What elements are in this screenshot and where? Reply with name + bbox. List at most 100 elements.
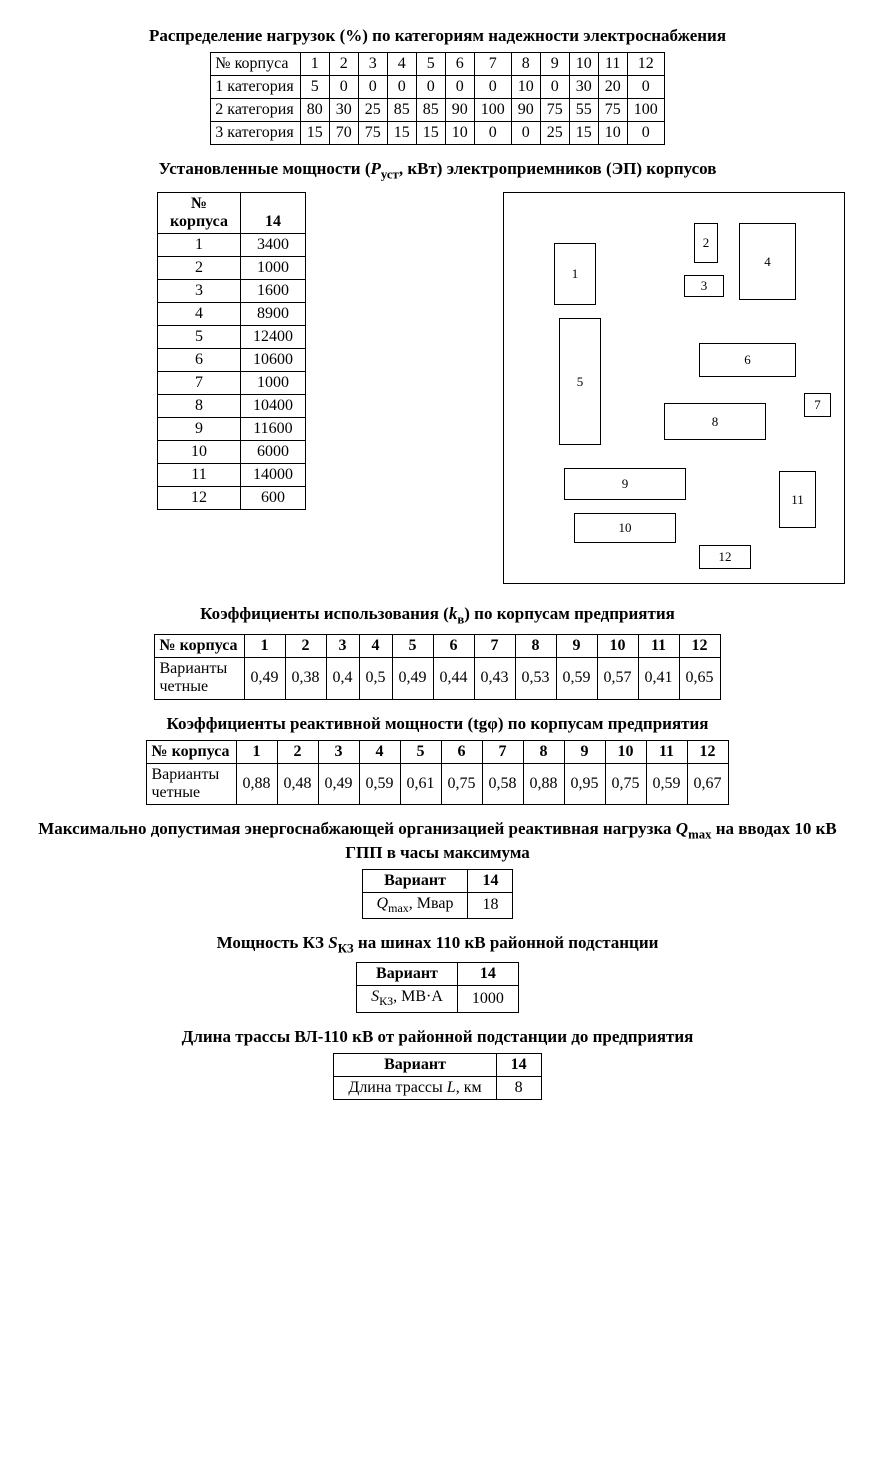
t1-cell: 15 bbox=[387, 122, 416, 145]
t1-col: 1 bbox=[300, 53, 329, 76]
table-qmax: Вариант 14 Qmax, Мвар 18 bbox=[362, 869, 514, 919]
coef-rowlabel: Вариантычетные bbox=[147, 763, 236, 805]
t1-cell: 10 bbox=[598, 122, 627, 145]
t2-val: 6000 bbox=[240, 440, 305, 463]
diagram-box-11: 11 bbox=[779, 471, 816, 528]
skz-h2: 14 bbox=[457, 963, 518, 986]
table-power: №корпуса14134002100031600489005124006106… bbox=[157, 192, 306, 509]
t1-cell: 85 bbox=[416, 99, 445, 122]
coef-val: 0,49 bbox=[318, 763, 359, 805]
coef-col: 10 bbox=[605, 740, 646, 763]
t2-h1: №корпуса bbox=[158, 193, 241, 233]
len-unit: , км bbox=[456, 1079, 482, 1096]
len-l: L bbox=[447, 1079, 456, 1096]
coef-val: 0,5 bbox=[359, 657, 392, 699]
table-tg: № корпуса123456789101112Вариантычетные0,… bbox=[146, 740, 728, 806]
t1-rowlabel: 1 категория bbox=[211, 76, 300, 99]
t1-col: 10 bbox=[569, 53, 598, 76]
row-power-diagram: №корпуса14134002100031600489005124006106… bbox=[30, 188, 845, 584]
coef-val: 0,88 bbox=[523, 763, 564, 805]
coef-col: 10 bbox=[597, 634, 638, 657]
coef-val: 0,49 bbox=[392, 657, 433, 699]
coef-val: 0,65 bbox=[679, 657, 720, 699]
coef-col: 2 bbox=[277, 740, 318, 763]
t2-val: 1000 bbox=[240, 256, 305, 279]
t1-cell: 25 bbox=[358, 99, 387, 122]
diagram-box-10: 10 bbox=[574, 513, 676, 543]
coef-val: 0,95 bbox=[564, 763, 605, 805]
coef-val: 0,88 bbox=[236, 763, 277, 805]
coef-col: 12 bbox=[679, 634, 720, 657]
table-loads: № корпуса1234567891011121 категория50000… bbox=[210, 52, 664, 145]
coef-val: 0,59 bbox=[359, 763, 400, 805]
t2-val: 14000 bbox=[240, 463, 305, 486]
t2-val: 10400 bbox=[240, 394, 305, 417]
diagram-box-4: 4 bbox=[739, 223, 796, 300]
coef-col: 7 bbox=[482, 740, 523, 763]
coef-col: 4 bbox=[359, 740, 400, 763]
t1-col: 3 bbox=[358, 53, 387, 76]
h5-a: Максимально допустимая энергоснабжающей … bbox=[38, 819, 676, 838]
t2-no: 2 bbox=[158, 256, 241, 279]
coef-val: 0,58 bbox=[482, 763, 523, 805]
coef-val: 0,75 bbox=[441, 763, 482, 805]
qmax-h2: 14 bbox=[468, 869, 513, 892]
coef-col: 1 bbox=[236, 740, 277, 763]
heading-skz: Мощность КЗ SКЗ на шинах 110 кВ районной… bbox=[30, 933, 845, 956]
t1-cell: 20 bbox=[598, 76, 627, 99]
t1-col: 9 bbox=[540, 53, 569, 76]
h5-q: Q bbox=[676, 819, 688, 838]
coef-col: 8 bbox=[523, 740, 564, 763]
diagram-box-1: 1 bbox=[554, 243, 596, 305]
t1-col: 11 bbox=[598, 53, 627, 76]
t2-no: 1 bbox=[158, 233, 241, 256]
len-a: Длина трассы bbox=[348, 1079, 446, 1096]
h3-a: Коэффициенты использования ( bbox=[200, 604, 449, 623]
coef-val: 0,48 bbox=[277, 763, 318, 805]
skz-sub: КЗ bbox=[379, 995, 393, 1009]
t1-cell: 0 bbox=[474, 122, 511, 145]
t1-col0: № корпуса bbox=[211, 53, 300, 76]
t1-cell: 0 bbox=[540, 76, 569, 99]
t1-cell: 0 bbox=[474, 76, 511, 99]
diagram-box-8: 8 bbox=[664, 403, 766, 440]
skz-h1: Вариант bbox=[357, 963, 458, 986]
coef-col: 3 bbox=[326, 634, 359, 657]
t2-no: 11 bbox=[158, 463, 241, 486]
coef-col: 7 bbox=[474, 634, 515, 657]
t1-cell: 0 bbox=[511, 122, 540, 145]
t1-cell: 0 bbox=[329, 76, 358, 99]
coef-col: 8 bbox=[515, 634, 556, 657]
qmax-label: Qmax, Мвар bbox=[362, 892, 468, 918]
t1-cell: 0 bbox=[445, 76, 474, 99]
t2-no: 8 bbox=[158, 394, 241, 417]
t1-col: 12 bbox=[627, 53, 664, 76]
diagram-box-9: 9 bbox=[564, 468, 686, 500]
len-label: Длина трассы L, км bbox=[334, 1076, 496, 1099]
coef-col: 5 bbox=[392, 634, 433, 657]
t2-val: 1600 bbox=[240, 279, 305, 302]
qmax-sub: max bbox=[388, 901, 409, 915]
t1-cell: 55 bbox=[569, 99, 598, 122]
t1-cell: 10 bbox=[445, 122, 474, 145]
t2-val: 10600 bbox=[240, 348, 305, 371]
h2-a: Установленные мощности ( bbox=[159, 159, 371, 178]
t2-val: 12400 bbox=[240, 325, 305, 348]
t1-col: 5 bbox=[416, 53, 445, 76]
coef-col: 6 bbox=[433, 634, 474, 657]
coef-col: 1 bbox=[244, 634, 285, 657]
skz-value: 1000 bbox=[457, 986, 518, 1012]
coef-val: 0,61 bbox=[400, 763, 441, 805]
layout-diagram: 123456789101112 bbox=[503, 192, 845, 584]
t1-cell: 0 bbox=[387, 76, 416, 99]
t2-no: 4 bbox=[158, 302, 241, 325]
t1-cell: 0 bbox=[358, 76, 387, 99]
t1-cell: 15 bbox=[569, 122, 598, 145]
t2-val: 1000 bbox=[240, 371, 305, 394]
coef-val: 0,57 bbox=[597, 657, 638, 699]
t2-no: 9 bbox=[158, 417, 241, 440]
skz-unit: , МВ·А bbox=[393, 988, 443, 1005]
h6-s: S bbox=[328, 933, 337, 952]
coef-val: 0,67 bbox=[687, 763, 728, 805]
t2-no: 7 bbox=[158, 371, 241, 394]
